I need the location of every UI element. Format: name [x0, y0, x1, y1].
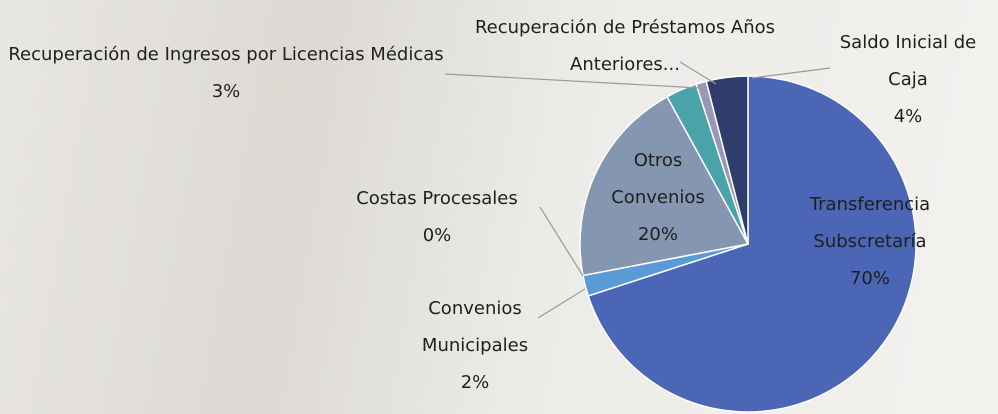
value-label: 2%	[460, 372, 490, 393]
pie-slice	[705, 75, 749, 245]
category-label: Otros Convenios	[611, 150, 705, 208]
data-label: Otros Convenios 20%	[598, 142, 718, 253]
leader-line	[537, 288, 586, 319]
value-label: 3%	[211, 81, 241, 102]
data-label: Recuperación de Préstamos Años Anteriore…	[435, 9, 815, 83]
category-label: Convenios Municipales	[421, 298, 529, 356]
category-label: Transferencia Subscretaría	[809, 194, 931, 252]
leader-line	[679, 61, 717, 85]
data-label: Transferencia Subscretaría 70%	[785, 186, 955, 297]
category-label: Recuperación de Préstamos Años Anteriore…	[474, 17, 776, 75]
pie-slice	[587, 75, 917, 413]
pie-slice	[579, 95, 750, 277]
value-label: 0%	[422, 225, 452, 246]
leader-line	[751, 67, 831, 79]
value-label: 70%	[849, 268, 890, 289]
value-label: 20%	[637, 224, 678, 245]
data-label: Convenios Municipales 2%	[405, 290, 545, 401]
category-label: Recuperación de Ingresos por Licencias M…	[8, 44, 444, 65]
leader-line	[539, 206, 584, 277]
data-label: Costas Procesales 0%	[322, 180, 552, 254]
data-label: Saldo Inicial de Caja 4%	[823, 24, 993, 135]
leader-line	[444, 73, 701, 89]
category-label: Saldo Inicial de Caja	[839, 32, 977, 90]
data-label: Recuperación de Ingresos por Licencias M…	[1, 36, 451, 110]
value-label: 4%	[893, 106, 923, 127]
category-label: Costas Procesales	[356, 188, 518, 209]
